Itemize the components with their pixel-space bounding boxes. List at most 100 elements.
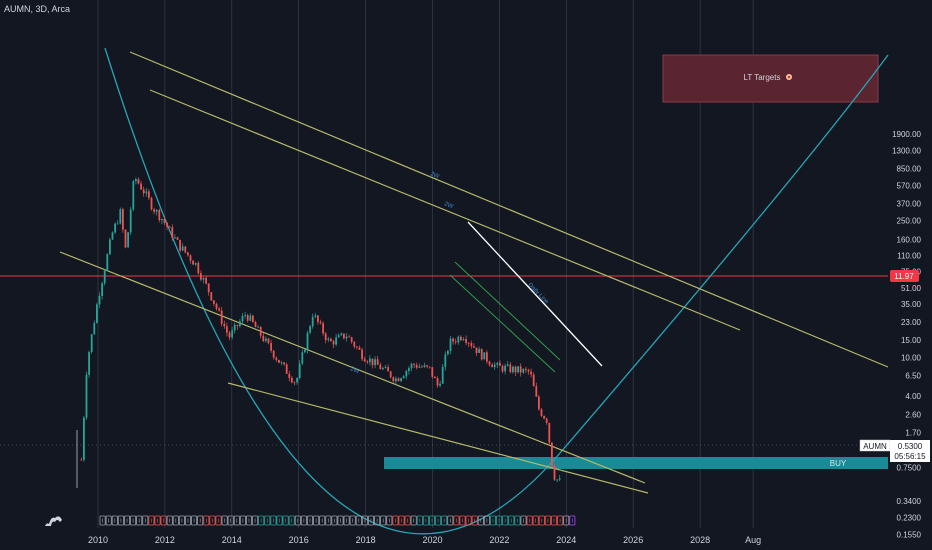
event-marker[interactable] [191, 515, 198, 526]
event-marker[interactable] [117, 515, 124, 526]
event-marker[interactable] [374, 515, 381, 526]
event-marker[interactable] [410, 515, 417, 526]
event-marker[interactable] [203, 515, 210, 526]
candle-body [158, 209, 161, 221]
event-marker[interactable] [398, 515, 405, 526]
event-marker[interactable] [288, 515, 295, 526]
symbol-tag-text: AUMN [863, 442, 887, 451]
event-marker[interactable] [557, 515, 564, 526]
event-marker[interactable] [148, 515, 155, 526]
event-marker[interactable] [447, 515, 454, 526]
lt-target-zone[interactable] [662, 54, 879, 103]
event-marker[interactable] [331, 515, 338, 526]
parabolic-bowl-curve[interactable] [104, 47, 889, 535]
event-marker[interactable] [508, 515, 515, 526]
daily-trend-line[interactable] [467, 221, 603, 367]
event-marker[interactable] [441, 515, 448, 526]
event-marker[interactable] [465, 515, 472, 526]
event-marker[interactable] [538, 515, 545, 526]
event-marker[interactable] [313, 515, 320, 526]
price-axis[interactable]: 1900.00 1300.00 850.00 570.00 370.00 250.00 16… [892, 130, 921, 539]
event-marker[interactable] [215, 515, 222, 526]
event-marker[interactable] [435, 515, 442, 526]
event-marker[interactable] [422, 515, 429, 526]
event-marker[interactable] [416, 515, 423, 526]
countdown-timer: 05:56:15 [894, 452, 926, 461]
event-marker[interactable] [252, 515, 259, 526]
event-marker[interactable] [197, 515, 204, 526]
event-marker[interactable] [184, 515, 191, 526]
time-axis[interactable]: 2010 2012 2014 2016 2018 2020 2022 2024 2026 2028… [88, 535, 761, 545]
event-marker[interactable] [105, 515, 112, 526]
event-marker[interactable] [343, 515, 350, 526]
green-channel-lower[interactable] [449, 274, 556, 373]
event-marker[interactable] [294, 515, 301, 526]
tradingview-logo[interactable] [45, 516, 62, 526]
event-marker[interactable] [258, 515, 265, 526]
event-marker[interactable] [160, 515, 167, 526]
event-marker[interactable] [392, 515, 399, 526]
event-marker[interactable] [124, 515, 131, 526]
event-marker[interactable] [264, 515, 271, 526]
event-marker[interactable] [477, 515, 484, 526]
event-marker[interactable] [306, 515, 313, 526]
event-marker[interactable] [337, 515, 344, 526]
event-marker[interactable] [136, 515, 143, 526]
event-marker[interactable] [221, 515, 228, 526]
event-marker[interactable] [380, 515, 387, 526]
event-marker[interactable] [544, 515, 551, 526]
candle-body [309, 326, 311, 333]
green-channel-upper[interactable] [454, 261, 561, 361]
event-marker[interactable] [355, 515, 362, 526]
event-marker[interactable] [239, 515, 246, 526]
channel-bottom-line[interactable] [59, 251, 646, 484]
event-marker[interactable] [489, 515, 496, 526]
event-marker[interactable] [325, 515, 332, 526]
event-marker[interactable] [227, 515, 234, 526]
event-marker[interactable] [233, 515, 240, 526]
channel-mid-line[interactable] [149, 89, 741, 331]
event-marker[interactable] [361, 515, 368, 526]
event-marker[interactable] [386, 515, 393, 526]
event-marker[interactable] [111, 515, 118, 526]
event-marker[interactable] [154, 515, 161, 526]
event-marker[interactable] [459, 515, 466, 526]
event-marker[interactable] [520, 515, 527, 526]
event-marker[interactable] [178, 515, 185, 526]
candle-body [543, 416, 545, 419]
event-marker[interactable] [276, 515, 283, 526]
event-marker[interactable] [142, 515, 149, 526]
event-marker[interactable] [563, 515, 570, 526]
event-marker[interactable] [483, 515, 490, 526]
event-marker[interactable] [349, 515, 356, 526]
event-marker[interactable] [172, 515, 179, 526]
event-marker[interactable] [367, 515, 374, 526]
event-marker[interactable] [319, 515, 326, 526]
event-marker[interactable] [502, 515, 509, 526]
event-marker[interactable] [166, 515, 173, 526]
price-tick-label: 51.00 [901, 284, 922, 293]
event-marker[interactable] [526, 515, 533, 526]
event-marker[interactable] [453, 515, 460, 526]
event-marker[interactable] [496, 515, 503, 526]
channel-top-line[interactable] [129, 51, 889, 368]
event-marker[interactable] [300, 515, 307, 526]
event-marker[interactable] [130, 515, 137, 526]
event-marker[interactable] [270, 515, 277, 526]
buy-zone[interactable] [384, 457, 888, 469]
event-marker[interactable] [428, 515, 435, 526]
event-marker[interactable] [282, 515, 289, 526]
event-marker[interactable] [514, 515, 521, 526]
event-marker[interactable] [404, 515, 411, 526]
price-tick-label: 0.2300 [897, 514, 922, 523]
candle-body [332, 341, 335, 345]
lower-support-line[interactable] [227, 382, 649, 494]
event-marker[interactable] [551, 515, 558, 526]
event-marker[interactable] [99, 515, 106, 526]
event-marker[interactable] [209, 515, 216, 526]
event-marker[interactable] [245, 515, 252, 526]
event-marker[interactable] [569, 515, 576, 526]
event-marker[interactable] [532, 515, 539, 526]
event-marker[interactable] [471, 515, 478, 526]
